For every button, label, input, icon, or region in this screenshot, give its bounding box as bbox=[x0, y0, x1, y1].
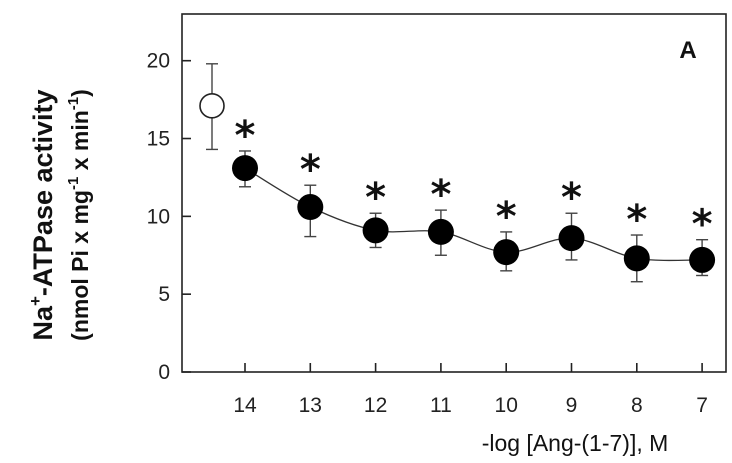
data-point bbox=[427, 218, 454, 245]
significance-marker: * bbox=[365, 175, 386, 221]
x-tick-label: 13 bbox=[299, 394, 322, 417]
data-point bbox=[623, 245, 650, 272]
y-tick-label: 20 bbox=[147, 50, 170, 73]
data-point bbox=[493, 239, 520, 266]
data-point bbox=[232, 155, 258, 182]
svg-text:Na+-ATPase activity: Na+-ATPase activity bbox=[26, 89, 58, 340]
y-tick-label: 15 bbox=[147, 128, 170, 151]
plot-frame bbox=[181, 13, 727, 373]
y-title-line2-sup1: -1 bbox=[65, 177, 82, 190]
data-point bbox=[689, 246, 716, 273]
x-tick-label: 7 bbox=[696, 394, 708, 417]
y-axis-title: Na+-ATPase activity bbox=[26, 89, 58, 340]
y-tick-label: 5 bbox=[158, 283, 170, 306]
axes: 0 5 10 15 20 14 13 12 11 10 9 8 7 bbox=[147, 13, 727, 417]
data-point bbox=[362, 217, 389, 244]
x-tick-label: 11 bbox=[430, 394, 452, 417]
data-point bbox=[558, 225, 585, 252]
significance-marker: * bbox=[300, 147, 321, 193]
y-axis-title-line2: (nmol Pi x mg-1 x min-1) bbox=[65, 89, 93, 341]
svg-text:(nmol Pi x mg-1 x min-1): (nmol Pi x mg-1 x min-1) bbox=[65, 89, 93, 341]
x-tick-label: 14 bbox=[233, 394, 257, 417]
significance-marker: * bbox=[496, 194, 517, 240]
panel-label: A bbox=[679, 37, 696, 64]
x-axis-title: -log [Ang-(1-7)], M bbox=[482, 430, 669, 456]
y-title-line1-rest: -ATPase activity bbox=[28, 89, 58, 296]
significance-marker: * bbox=[430, 172, 451, 218]
significance-marker: * bbox=[692, 202, 713, 248]
y-tick-label: 10 bbox=[147, 205, 170, 228]
y-title-line2-part3: ) bbox=[67, 89, 93, 97]
chart-marks: * * * * * * * * bbox=[199, 63, 716, 283]
y-title-line1-base: Na bbox=[28, 305, 58, 340]
y-title-line2-sup2: -1 bbox=[65, 97, 82, 110]
control-point bbox=[199, 93, 225, 119]
significance-marker: * bbox=[561, 175, 582, 221]
x-tick-label: 8 bbox=[631, 394, 643, 417]
significance-marker: * bbox=[235, 113, 256, 159]
y-title-line2-part2: x min bbox=[67, 110, 93, 176]
y-title-line2-part1: (nmol Pi x mg bbox=[67, 190, 93, 341]
x-tick-label: 9 bbox=[566, 394, 578, 417]
y-tick-label: 0 bbox=[158, 361, 170, 384]
y-title-line1-sup: + bbox=[26, 296, 45, 306]
data-point bbox=[297, 194, 324, 221]
significance-marker: * bbox=[626, 197, 647, 243]
x-tick-label: 12 bbox=[364, 394, 387, 417]
x-tick-label: 10 bbox=[495, 394, 518, 417]
